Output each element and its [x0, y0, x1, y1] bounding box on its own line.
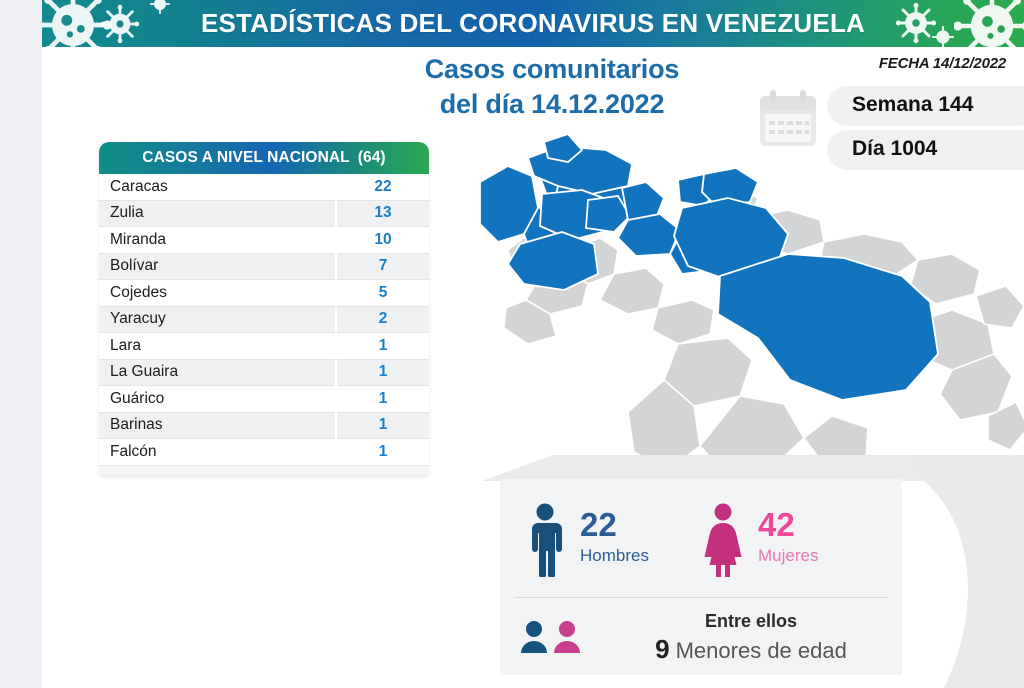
dia-chip: Día 1004	[828, 130, 1024, 168]
male-figure-icon	[532, 503, 562, 577]
state-case-count: 22	[335, 174, 429, 201]
state-barinas	[506, 231, 599, 291]
female-count: 42	[758, 506, 795, 543]
state-miranda	[701, 167, 760, 207]
state-name: La Guaira	[99, 359, 336, 386]
table-header-count: (64)	[357, 149, 386, 166]
female-label: Mujeres	[758, 546, 819, 566]
state-case-count: 1	[335, 332, 429, 360]
state-name: Miranda	[99, 226, 336, 254]
state-name: Lara	[99, 332, 336, 360]
state-bolivar	[717, 253, 939, 401]
state-name: Caracas	[99, 174, 336, 201]
male-stat: 22 Hombres	[522, 503, 649, 577]
state-case-count: 13	[335, 200, 429, 227]
state-case-count: 1	[335, 412, 429, 439]
panel-body: 22 Hombres 42 Mujeres	[500, 479, 902, 675]
venezuela-map	[479, 132, 1024, 473]
banner-title: ESTADÍSTICAS DEL CORONAVIRUS EN VENEZUEL…	[200, 8, 866, 38]
table-row: Miranda 10	[99, 226, 429, 254]
table-header-title: CASOS A NIVEL NACIONAL	[142, 149, 350, 166]
state-name: Falcón	[99, 438, 336, 466]
table-row: Caracas 22	[99, 174, 429, 201]
virus-icon	[895, 2, 937, 44]
male-label: Hombres	[580, 546, 649, 566]
minors-row: Entre ellos 9 Menores de edad	[500, 605, 902, 671]
panel-curved-accent	[914, 455, 1024, 688]
state-case-count: 5	[335, 279, 429, 307]
state-name: Barinas	[99, 412, 336, 439]
headline-line-1: Casos comunitarios	[424, 54, 680, 84]
virus-icon	[42, 0, 112, 47]
table-row: Lara 1	[99, 332, 429, 360]
table-row: Cojedes 5	[99, 279, 429, 307]
table-header: CASOS A NIVEL NACIONAL (64)	[99, 142, 429, 174]
minors-line-2: 9 Menores de edad	[606, 634, 896, 665]
virus-icon	[100, 4, 140, 44]
fecha-label: FECHA 14/12/2022	[878, 55, 1006, 72]
female-text: 42 Mujeres	[758, 506, 819, 566]
header-banner: ESTADÍSTICAS DEL CORONAVIRUS EN VENEZUEL…	[42, 0, 1024, 47]
table-row: Falcón 1	[99, 438, 429, 466]
state-case-count: 1	[335, 438, 429, 466]
state-case-count: 1	[335, 385, 429, 413]
panel-divider	[514, 597, 888, 598]
national-cases-table: CASOS A NIVEL NACIONAL (64) Caracas 22 Zul…	[99, 142, 429, 475]
cases-table: Caracas 22 Zulia 13 Miranda 10 Bolívar 7 Cojedes…	[99, 174, 429, 466]
gender-stats-panel: 22 Hombres 42 Mujeres	[482, 455, 1024, 688]
page-sheet: ESTADÍSTICAS DEL CORONAVIRUS EN VENEZUEL…	[42, 0, 1024, 688]
male-text: 22 Hombres	[580, 506, 649, 566]
minors-line-1: Entre ellos	[704, 611, 798, 631]
calendar-icon	[760, 90, 816, 146]
table-footer	[99, 465, 429, 475]
state-name: Bolívar	[99, 253, 336, 280]
state-name: Cojedes	[99, 279, 336, 307]
virus-icon	[150, 0, 170, 14]
state-name: Guárico	[99, 385, 336, 413]
table-row: Zulia 13	[99, 200, 429, 227]
state-case-count: 1	[335, 359, 429, 386]
headline-line-2: del día 14.12.2022	[439, 88, 665, 119]
state-carabobo	[620, 181, 666, 221]
female-figure-icon	[704, 503, 742, 577]
state-falcon-tip	[542, 132, 584, 163]
virus-icon	[932, 26, 954, 47]
state-case-count: 2	[335, 306, 429, 333]
table-row: Barinas 1	[99, 412, 429, 439]
state-yaracuy	[585, 195, 632, 233]
state-name: Yaracuy	[99, 306, 336, 333]
table-row: Bolívar 7	[99, 253, 429, 280]
state-cojedes-n	[616, 213, 682, 257]
semana-chip: Semana 144	[828, 86, 1024, 124]
table-row: La Guaira 1	[99, 359, 429, 386]
table-row: Yaracuy 2	[99, 306, 429, 333]
gender-row: 22 Hombres 42 Mujeres	[500, 479, 902, 597]
minors-text: Entre ellos 9 Menores de edad	[606, 611, 896, 665]
state-name: Zulia	[99, 200, 336, 227]
male-count: 22	[580, 506, 617, 543]
state-case-count: 10	[335, 226, 429, 254]
state-case-count: 7	[335, 253, 429, 280]
page-title: Casos comunitarios del día 14.12.2022	[292, 52, 812, 121]
female-stat: 42 Mujeres	[700, 503, 818, 577]
virus-icon	[954, 0, 1024, 47]
two-persons-icon	[521, 621, 580, 653]
map-highlighted-states	[479, 132, 939, 401]
table-row: Guárico 1	[99, 385, 429, 413]
minors-label: Menores de edad	[675, 638, 847, 663]
minors-count: 9	[655, 634, 670, 664]
